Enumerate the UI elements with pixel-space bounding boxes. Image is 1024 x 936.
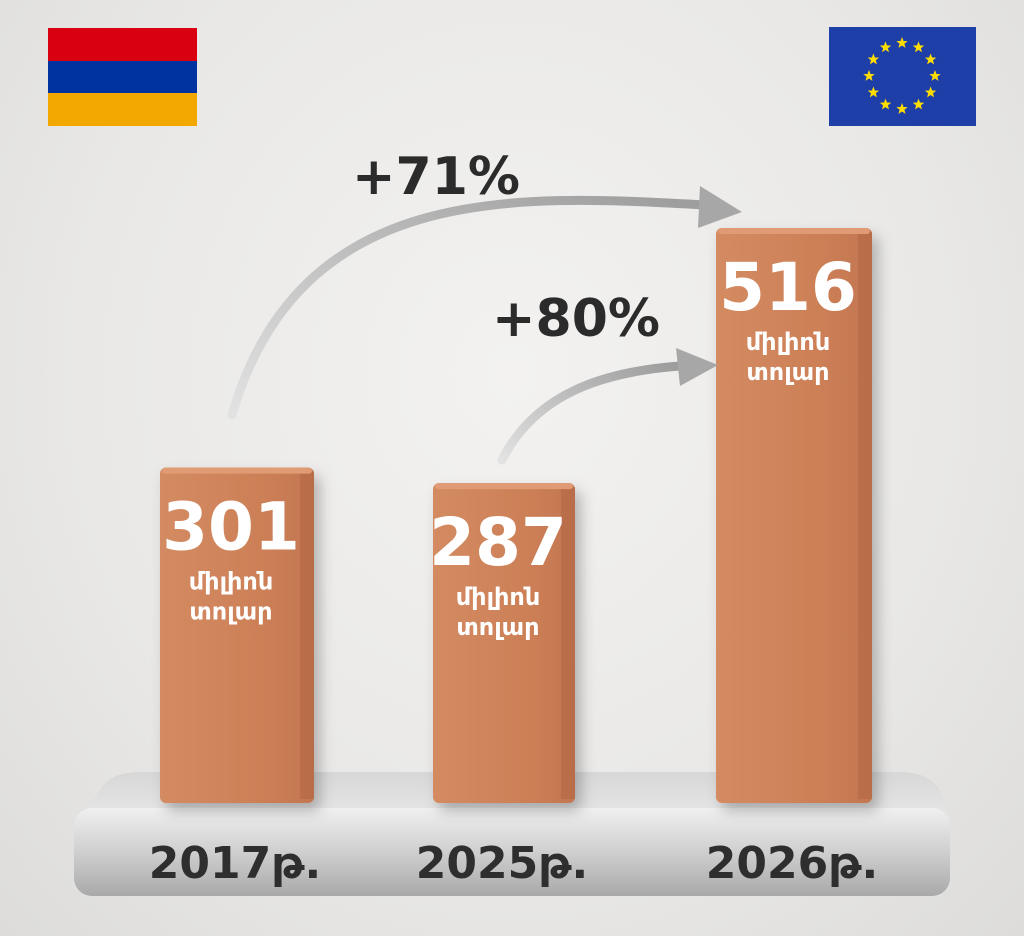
x-tick-label: 2026թ. — [706, 838, 878, 889]
eu-star-icon — [867, 53, 880, 65]
growth-label-80: +80% — [492, 289, 660, 349]
eu-star-icon — [863, 70, 875, 81]
eu-star-icon — [867, 86, 880, 98]
bar-unit-label: տոլար — [189, 598, 272, 626]
bar-unit-label: տոլար — [746, 358, 829, 386]
x-tick-label: 2017թ. — [149, 838, 321, 889]
bar-body — [716, 228, 872, 803]
bar-unit-label: միլիոն — [189, 568, 274, 596]
bar-body — [160, 467, 314, 803]
eu-star-icon — [924, 53, 937, 65]
bar-value-label: 516 — [719, 249, 857, 326]
eu-star-icon — [879, 98, 892, 110]
armenia-flag-icon — [48, 28, 197, 126]
x-tick-label: 2025թ. — [416, 838, 588, 889]
bar-value-label: 287 — [429, 504, 567, 581]
eu-star-icon — [929, 70, 941, 81]
bar-unit-label: միլիոն — [746, 328, 831, 356]
bar-top-highlight — [718, 228, 870, 234]
bar-unit-label: միլիոն — [456, 583, 541, 611]
eu-star-icon — [896, 103, 908, 114]
bar-value-label: 301 — [162, 489, 300, 566]
growth-arrow-80 — [497, 348, 718, 465]
growth-label-71: +71% — [352, 147, 520, 207]
eu-flag-icon — [829, 27, 976, 126]
eu-star-icon — [896, 37, 908, 48]
bar-body — [433, 483, 575, 803]
bar-unit-label: տոլար — [456, 613, 539, 641]
bar-side-shade — [561, 487, 575, 799]
bar-side-shade — [858, 232, 872, 799]
eu-star-icon — [912, 98, 925, 110]
bar-side-shade — [300, 471, 314, 799]
bar-top-highlight — [162, 467, 312, 474]
eu-star-icon — [912, 41, 925, 53]
growth-arrow-71 — [227, 186, 742, 420]
bar-top-highlight — [435, 483, 573, 490]
eu-star-icon — [879, 41, 892, 53]
eu-star-icon — [924, 86, 937, 98]
